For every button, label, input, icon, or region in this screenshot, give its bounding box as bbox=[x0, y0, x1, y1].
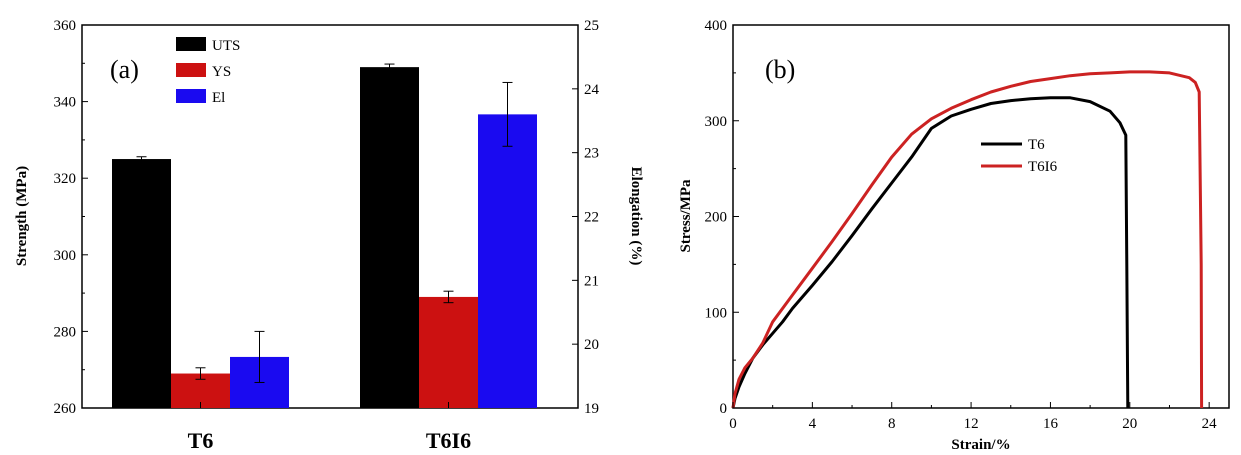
panel-b-ticks: 0 4 8 12 16 20 24 0 100 200 300 400 bbox=[705, 18, 1218, 432]
series-line-t6 bbox=[731, 96, 1130, 409]
legend-label-t6: T6 bbox=[1028, 137, 1045, 153]
panel-b-y-tick-label: 100 bbox=[705, 305, 728, 321]
panel-b-x-tick-label: 20 bbox=[1122, 416, 1137, 432]
panel-a-ticks: T6 T6I6 260 280 300 320 340 360 19 20 21 22 23 24 25 bbox=[54, 18, 600, 453]
legend-swatch-el bbox=[176, 89, 206, 103]
panel-a-y2-tick-label: 23 bbox=[584, 146, 599, 162]
panel-a-label: (a) bbox=[110, 55, 139, 84]
panel-b-label: (b) bbox=[765, 55, 795, 84]
legend-label-ys: YS bbox=[212, 64, 231, 80]
panel-a-legend: UTS YS El bbox=[176, 37, 240, 106]
panel-b-y-tick-label: 0 bbox=[720, 401, 728, 417]
panel-b-y-tick-label: 200 bbox=[705, 210, 728, 226]
panel-a-y2-axis-label: Elongation (%) bbox=[628, 167, 644, 266]
panel-b-x-tick-label: 16 bbox=[1043, 416, 1059, 432]
panel-a-category-label: T6I6 bbox=[426, 428, 471, 453]
panel-b-x-tick-label: 12 bbox=[964, 416, 979, 432]
panel-a-y2-tick-label: 19 bbox=[584, 401, 599, 417]
panel-b-x-tick-label: 8 bbox=[888, 416, 896, 432]
panel-b-legend: T6 T6I6 bbox=[981, 137, 1058, 175]
legend-label-t6i6: T6I6 bbox=[1028, 159, 1058, 175]
bar-uts-t6i6 bbox=[360, 67, 419, 408]
panel-a-y-tick-label: 300 bbox=[54, 248, 77, 264]
panel-b-y-axis-label: Stress/MPa bbox=[678, 179, 694, 253]
panel-b-x-axis-label: Strain/% bbox=[951, 437, 1010, 453]
panel-b-x-tick-label: 4 bbox=[809, 416, 817, 432]
panel-a-y-tick-label: 340 bbox=[54, 95, 77, 111]
panel-a-y2-tick-label: 24 bbox=[584, 82, 600, 98]
legend-swatch-uts bbox=[176, 37, 206, 51]
panel-a-category-label: T6 bbox=[188, 428, 214, 453]
panel-a-y-tick-label: 280 bbox=[54, 324, 77, 340]
panel-a-bars bbox=[112, 63, 537, 408]
panel-b-y-tick-label: 400 bbox=[705, 18, 728, 34]
panel-a-y2-tick-label: 22 bbox=[584, 210, 599, 226]
panel-b-y-tick-label: 300 bbox=[705, 114, 728, 130]
panel-b-x-tick-label: 24 bbox=[1202, 416, 1218, 432]
panel-a-y2-tick-label: 21 bbox=[584, 273, 599, 289]
panel-a-bar-chart: T6 T6I6 260 280 300 320 340 360 19 20 21 22 23 24 25 (… bbox=[14, 18, 644, 453]
panel-a-y-axis-label: Strength (MPa) bbox=[14, 166, 30, 266]
legend-label-el: El bbox=[212, 90, 225, 106]
panel-b-lines bbox=[731, 70, 1204, 409]
bar-ys-t6i6 bbox=[419, 296, 478, 408]
legend-label-uts: UTS bbox=[212, 38, 240, 54]
series-line-t6i6 bbox=[731, 70, 1204, 409]
panel-b-x-tick-label: 0 bbox=[729, 416, 737, 432]
panel-a-y-tick-label: 360 bbox=[54, 18, 77, 34]
bar-el-t6i6 bbox=[478, 114, 537, 408]
panel-a-y-tick-label: 260 bbox=[54, 401, 77, 417]
panel-b-line-chart: 0 4 8 12 16 20 24 0 100 200 300 400 (b) Strain/% St… bbox=[678, 18, 1230, 453]
panel-a-y-tick-label: 320 bbox=[54, 171, 77, 187]
legend-swatch-ys bbox=[176, 63, 206, 77]
bar-uts-t6 bbox=[112, 159, 171, 408]
panel-b-plot-frame bbox=[732, 24, 1230, 409]
panel-a-y2-tick-label: 25 bbox=[584, 18, 599, 34]
panel-a-y2-tick-label: 20 bbox=[584, 337, 599, 353]
